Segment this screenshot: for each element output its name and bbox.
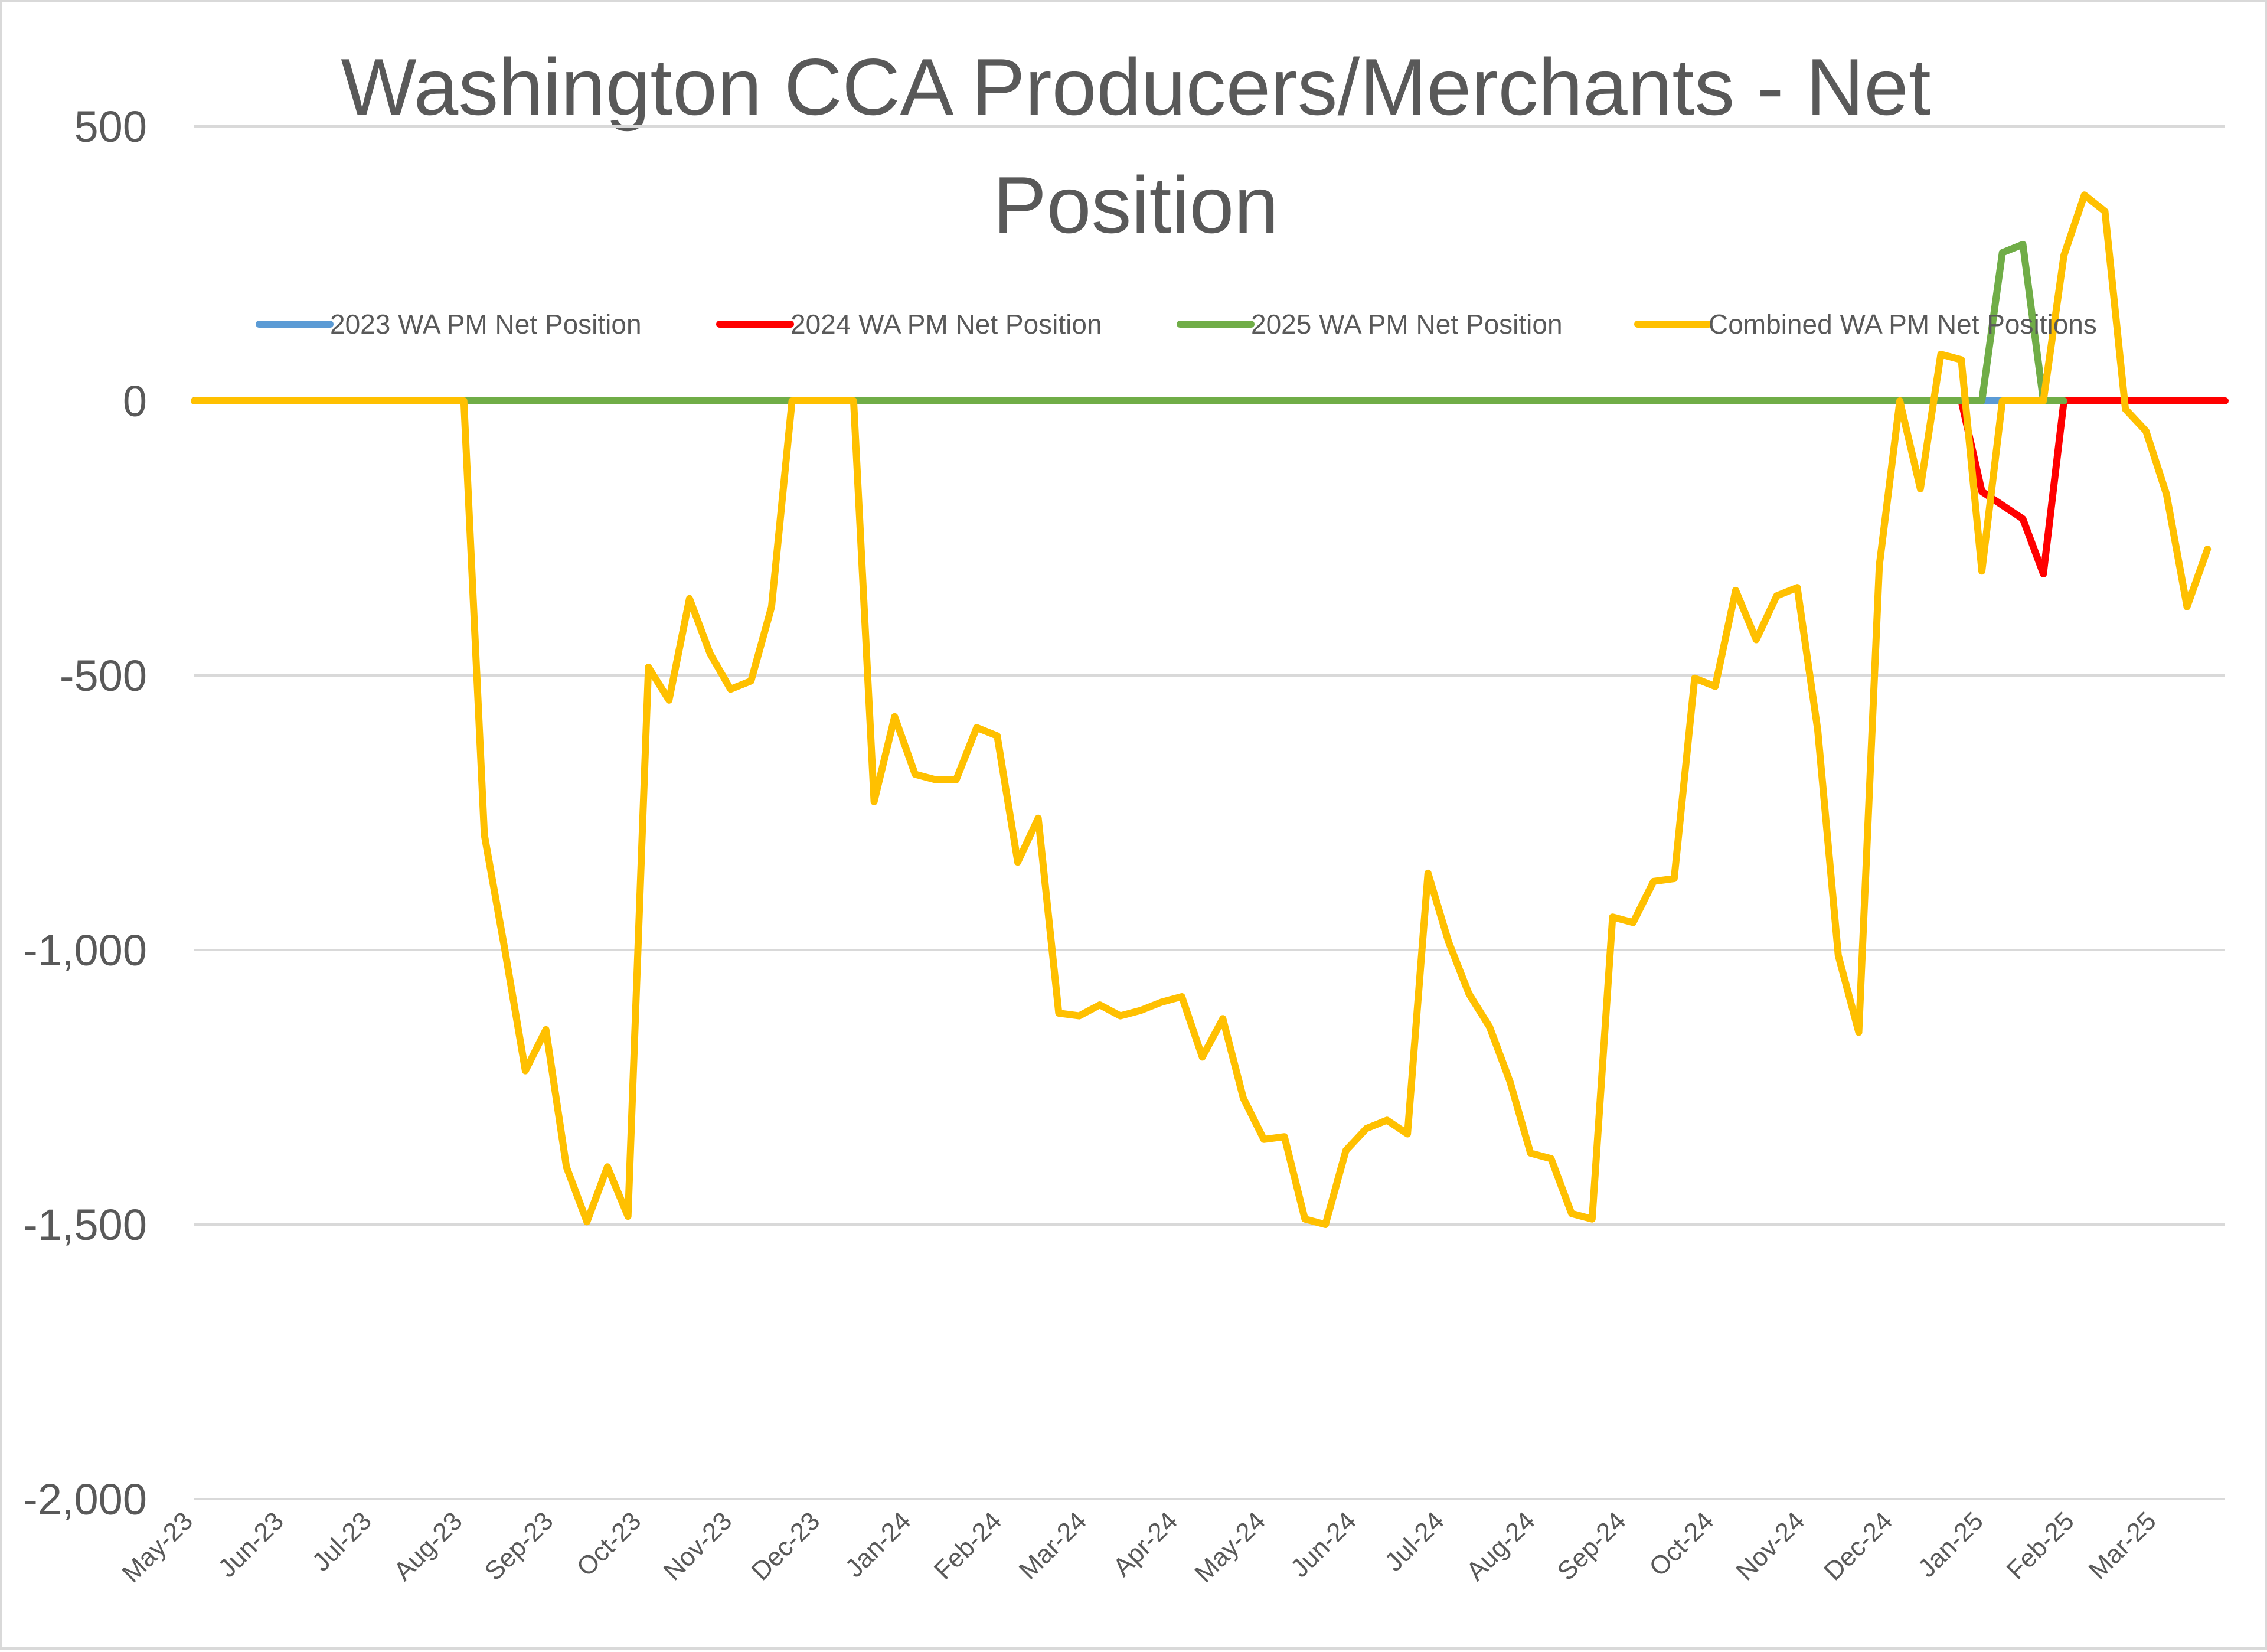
y-tick-label: -1,500	[23, 1200, 147, 1249]
x-tick-label: Nov-24	[1730, 1506, 1810, 1586]
legend-label-2: 2024 WA PM Net Position	[790, 309, 1102, 339]
y-axis-tick-labels: 500 0 -500 -1,000 -1,500 -2,000	[23, 102, 147, 1524]
series-lines	[191, 191, 2229, 1228]
x-tick-label: Jan-24	[839, 1506, 916, 1583]
x-tick-label: Jul-23	[306, 1506, 377, 1576]
x-tick-label: Jun-23	[213, 1506, 289, 1583]
legend-label-4: Combined WA PM Net Positions	[1709, 309, 2097, 339]
y-tick-label: -2,000	[23, 1475, 147, 1524]
x-tick-label: Feb-25	[2001, 1506, 2080, 1585]
legend-label-3: 2025 WA PM Net Position	[1251, 309, 1563, 339]
legend: 2023 WA PM Net Position 2024 WA PM Net Po…	[256, 309, 2097, 339]
x-tick-label: Oct-24	[1644, 1506, 1719, 1582]
x-tick-label: Oct-23	[571, 1506, 647, 1582]
x-tick-label: Feb-24	[929, 1506, 1007, 1585]
y-tick-label: 500	[74, 102, 147, 151]
x-tick-label: Mar-25	[2083, 1506, 2162, 1585]
x-tick-label: Jul-24	[1379, 1506, 1449, 1576]
x-tick-label: Aug-24	[1461, 1506, 1541, 1586]
chart-title-line-2: Position	[993, 160, 1279, 250]
x-tick-label: Aug-23	[388, 1506, 468, 1586]
x-tick-label: Apr-24	[1108, 1506, 1183, 1582]
y-tick-label: -1,000	[23, 926, 147, 975]
legend-label-1: 2023 WA PM Net Position	[330, 309, 642, 339]
x-tick-label: Dec-24	[1818, 1506, 1898, 1586]
x-tick-label: Dec-23	[746, 1506, 825, 1586]
x-tick-label: May-24	[1189, 1506, 1270, 1588]
x-tick-label: Sep-24	[1551, 1506, 1631, 1586]
x-tick-label: Jan-25	[1912, 1506, 1989, 1583]
x-axis-tick-labels: May-23 Jun-23 Jul-23 Aug-23 Sep-23 Oct-23 Nov-…	[117, 1506, 2162, 1588]
chart-title-line-1: Washington CCA Producers/Merchants - Net	[341, 42, 1930, 132]
y-tick-label: -500	[60, 651, 147, 700]
x-tick-label: Jun-24	[1285, 1506, 1362, 1583]
series-line-4	[191, 191, 2212, 1228]
x-tick-label: Sep-23	[479, 1506, 559, 1586]
y-tick-label: 0	[123, 377, 147, 426]
x-tick-label: Mar-24	[1014, 1506, 1092, 1585]
x-tick-label: Nov-23	[658, 1506, 737, 1586]
